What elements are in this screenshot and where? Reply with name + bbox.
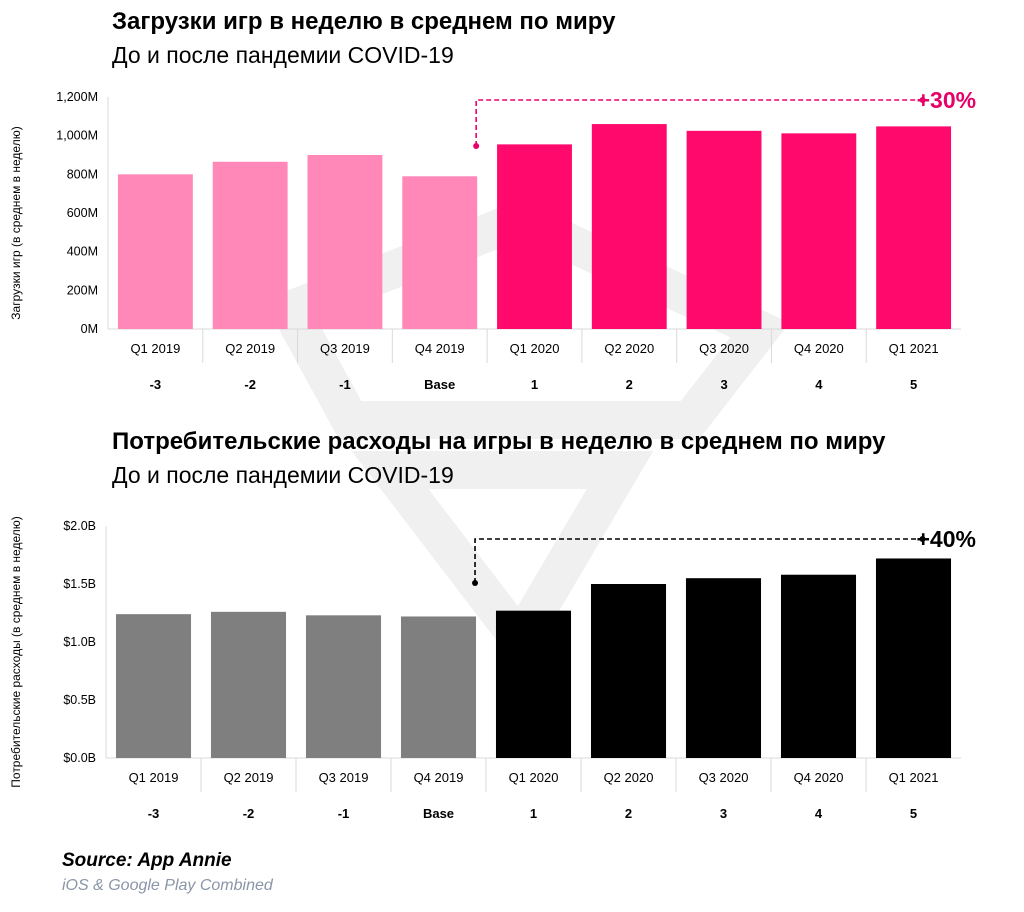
period-index-label: -2: [244, 377, 256, 392]
y-tick-label: 800M: [67, 167, 98, 181]
bar: [402, 176, 478, 329]
x-tick-label: Q3 2020: [699, 770, 749, 785]
period-index-label: 4: [815, 377, 823, 392]
y-tick-label: 1,000M: [56, 129, 98, 143]
bar: [117, 174, 193, 329]
bar: [876, 126, 952, 330]
x-tick-label: Q2 2020: [604, 341, 654, 356]
bar: [495, 610, 572, 758]
bar: [780, 574, 857, 758]
top-chart-title: Загрузки игр в неделю в среднем по миру: [112, 8, 616, 35]
x-tick-label: Q4 2019: [414, 770, 464, 785]
x-tick-label: Q4 2019: [415, 341, 465, 356]
y-tick-label: 1,200M: [56, 90, 98, 104]
y-tick-label: $0.5B: [63, 693, 96, 707]
bottom-chart-title: Потребительские расходы на игры в неделю…: [112, 428, 886, 455]
x-tick-label: Q2 2019: [224, 770, 274, 785]
bar: [212, 161, 288, 329]
period-index-label: -2: [243, 806, 255, 821]
annotation-start-dot: [472, 580, 479, 586]
y-tick-label: 200M: [67, 283, 98, 297]
period-index-label: 4: [815, 806, 823, 821]
x-tick-label: Q2 2019: [225, 341, 275, 356]
x-tick-label: Q1 2019: [130, 341, 180, 356]
bar: [400, 616, 477, 758]
period-index-label: -1: [338, 806, 350, 821]
period-index-label: -3: [148, 806, 160, 821]
bar: [781, 133, 857, 329]
x-tick-label: Q1 2021: [889, 770, 939, 785]
period-index-label: -3: [150, 377, 162, 392]
annotation-end-dot: [919, 536, 926, 542]
annotation-start-dot: [473, 143, 480, 149]
y-axis-title: Потребительские расходы (в среднем в нед…: [9, 516, 23, 787]
x-tick-label: Q3 2019: [320, 341, 370, 356]
period-index-label: -1: [339, 377, 351, 392]
growth-annotation-label: +30%: [917, 87, 976, 113]
bar: [591, 124, 667, 329]
bar: [115, 614, 192, 758]
consumer-spend-chart: Потребительские расходы (в среднем в нед…: [9, 516, 976, 821]
growth-annotation-label: +40%: [917, 526, 976, 552]
bar: [875, 558, 952, 758]
bar: [497, 144, 572, 329]
y-tick-label: $1.0B: [63, 635, 96, 649]
x-tick-label: Q1 2019: [129, 770, 179, 785]
bottom-chart-subtitle: До и после пандемии COVID-19: [112, 462, 454, 488]
x-tick-label: Q1 2021: [889, 341, 939, 356]
y-tick-label: $2.0B: [63, 519, 96, 533]
annotation-end-dot: [919, 97, 926, 103]
y-tick-label: $0.0B: [63, 751, 96, 765]
x-tick-label: Q4 2020: [794, 770, 844, 785]
y-tick-label: 600M: [67, 206, 98, 220]
period-index-label: Base: [423, 806, 454, 821]
bar: [307, 155, 383, 329]
y-tick-label: $1.5B: [63, 577, 96, 591]
source-subtitle: iOS & Google Play Combined: [62, 877, 273, 894]
annotation-bracket: [474, 538, 923, 583]
y-tick-label: 400M: [67, 245, 98, 259]
bar: [590, 584, 667, 758]
x-tick-label: Q4 2020: [794, 341, 844, 356]
x-tick-label: Q3 2019: [319, 770, 369, 785]
period-index-label: 2: [625, 806, 632, 821]
period-index-label: 5: [910, 806, 917, 821]
x-tick-label: Q1 2020: [509, 770, 559, 785]
period-index-label: Base: [424, 377, 455, 392]
x-tick-label: Q1 2020: [510, 341, 560, 356]
period-index-label: 3: [720, 806, 727, 821]
period-index-label: 2: [626, 377, 633, 392]
y-axis-title: Загрузки игр (в среднем в неделю): [9, 126, 23, 319]
downloads-chart: Загрузки игр (в среднем в неделю) 0M 200M 4…: [9, 87, 976, 392]
period-index-label: 5: [910, 377, 917, 392]
period-index-label: 3: [720, 377, 727, 392]
bar: [686, 130, 762, 329]
bar: [685, 578, 762, 758]
bar: [305, 615, 382, 758]
period-index-label: 1: [530, 806, 537, 821]
x-tick-label: Q2 2020: [604, 770, 654, 785]
source-title: Source: App Annie: [62, 850, 232, 871]
period-index-label: 1: [531, 377, 538, 392]
x-tick-label: Q3 2020: [699, 341, 749, 356]
y-tick-label: 0M: [81, 322, 98, 336]
bar: [210, 611, 287, 758]
top-chart-subtitle: До и после пандемии COVID-19: [112, 42, 454, 68]
